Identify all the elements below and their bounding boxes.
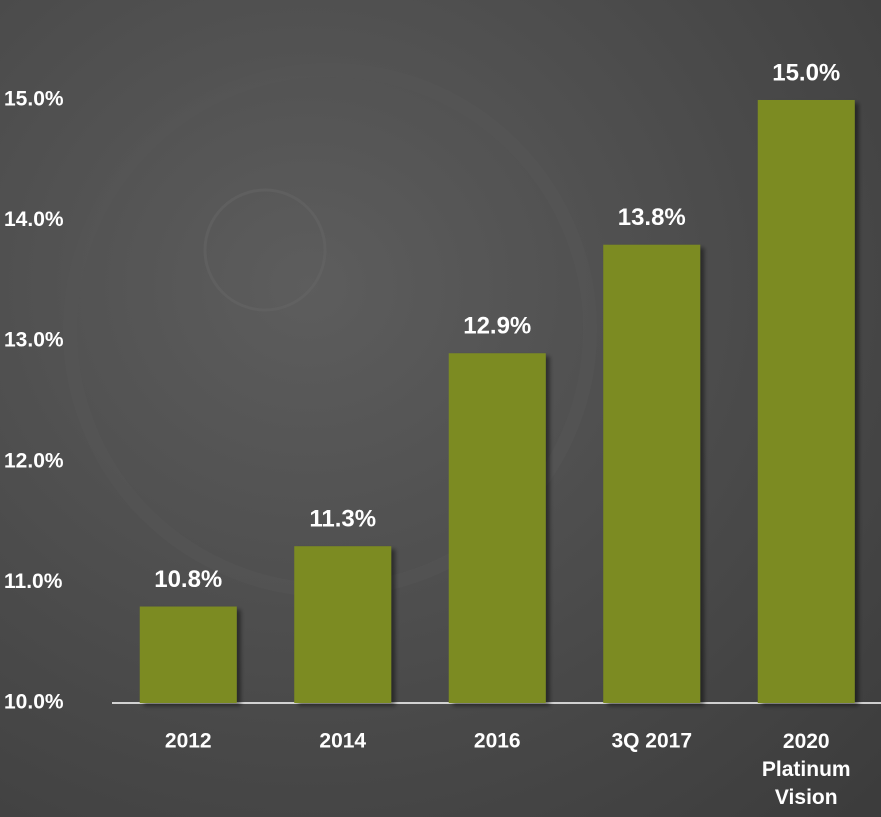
x-tick-label: 3Q 2017 <box>611 730 692 753</box>
x-tick-label: 2014 <box>319 730 366 753</box>
data-label: 11.3% <box>309 506 376 533</box>
y-tick-label: 11.0% <box>4 570 63 593</box>
bar <box>294 546 392 703</box>
data-label: 15.0% <box>772 59 840 86</box>
y-tick-label: 14.0% <box>4 208 64 231</box>
data-label: 10.8% <box>154 566 222 593</box>
bar <box>139 606 237 703</box>
background-decoration <box>203 188 327 312</box>
bar <box>757 99 855 703</box>
x-tick-label: 2016 <box>474 730 521 753</box>
data-label: 13.8% <box>618 204 686 231</box>
y-tick-label: 12.0% <box>4 449 64 472</box>
data-label: 12.9% <box>463 313 531 340</box>
bar <box>448 353 546 703</box>
y-tick-label: 10.0% <box>4 691 64 714</box>
bar <box>603 244 701 703</box>
y-tick-label: 15.0% <box>4 88 64 111</box>
x-tick-label: 2012 <box>165 730 212 753</box>
x-tick-label: 2020 Platinum Vision <box>762 730 851 809</box>
y-tick-label: 13.0% <box>4 329 64 352</box>
